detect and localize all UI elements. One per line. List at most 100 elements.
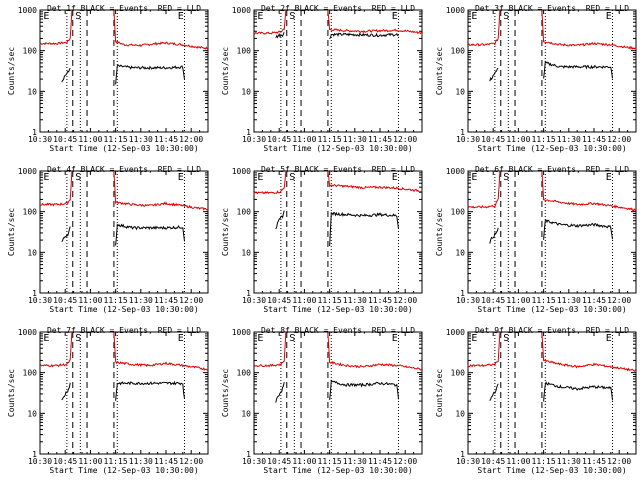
x-tick-label: 11:30 <box>557 457 581 466</box>
y-tick-label: 10 <box>241 87 251 96</box>
events-curve-pre <box>61 226 71 243</box>
x-tick-label: 10:45 <box>481 135 505 144</box>
events-curve-pre <box>61 67 71 83</box>
x-tick-label: 11:45 <box>582 296 606 305</box>
events-curve-pre <box>275 32 285 39</box>
x-tick-label: 11:15 <box>104 135 128 144</box>
interval-marker-s: S <box>503 333 509 344</box>
x-tick-label: 11:30 <box>129 457 153 466</box>
y-tick-label: 10 <box>455 248 465 257</box>
events-curve-post <box>543 380 613 402</box>
y-tick-label: 10 <box>27 248 37 257</box>
panel-det-6f: 10:30 10:45 11:00 11:15 11:30 11:45 12:00 1 10 10… <box>435 165 637 314</box>
interval-marker-e: E <box>43 333 49 344</box>
x-tick-label: 10:45 <box>267 135 291 144</box>
x-tick-label: 11:00 <box>78 135 102 144</box>
events-curve-pre <box>61 382 71 401</box>
panel-title: Det 7f BLACK = Events, RED = LLD <box>47 326 201 335</box>
x-axis-label: Start Time (12-Sep-03 10:30:00) <box>477 144 626 153</box>
x-axis-label: Start Time (12-Sep-03 10:30:00) <box>49 466 198 475</box>
x-tick-label: 11:15 <box>318 296 342 305</box>
panel-title: Det 3f BLACK = Events, RED = LLD <box>475 4 629 13</box>
events-curve-post <box>115 380 185 401</box>
x-tick-label: 11:00 <box>292 135 316 144</box>
y-tick-label: 1 <box>32 289 37 298</box>
y-tick-label: 1000 <box>232 167 251 176</box>
x-tick-label: 10:45 <box>53 296 77 305</box>
interval-marker-e: E <box>178 11 184 22</box>
panel-title: Det 4f BLACK = Events, RED = LLD <box>47 165 201 174</box>
x-tick-label: 11:45 <box>582 135 606 144</box>
x-tick-label: 12:00 <box>393 135 417 144</box>
y-tick-label: 10 <box>241 409 251 418</box>
y-tick-label: 1000 <box>446 167 465 176</box>
y-tick-label: 10 <box>27 409 37 418</box>
y-axis-label: Counts/sec <box>7 369 16 417</box>
interval-marker-s: S <box>75 172 81 183</box>
panel-title: Det 9f BLACK = Events, RED = LLD <box>475 326 629 335</box>
y-tick-label: 1 <box>460 450 465 459</box>
x-tick-label: 11:15 <box>532 457 556 466</box>
x-tick-label: 11:30 <box>129 135 153 144</box>
plot-frame <box>253 170 423 294</box>
lld-curve-pre <box>467 170 501 209</box>
interval-marker-e: E <box>257 333 263 344</box>
plot-frame <box>467 9 637 133</box>
events-curve-post <box>115 223 185 246</box>
y-tick-label: 100 <box>23 47 38 56</box>
lld-curve-pre <box>253 331 287 368</box>
panel-title: Det 8f BLACK = Events, RED = LLD <box>261 326 415 335</box>
panel-det-5f: 10:30 10:45 11:00 11:15 11:30 11:45 12:00 1 10 10… <box>221 165 423 314</box>
y-tick-label: 100 <box>237 208 252 217</box>
lld-curve-pre <box>253 170 287 195</box>
x-tick-label: 11:45 <box>368 296 392 305</box>
y-tick-label: 1 <box>460 128 465 137</box>
interval-marker-e: E <box>178 333 184 344</box>
interval-marker-e: E <box>606 11 612 22</box>
panel-det-8f: 10:30 10:45 11:00 11:15 11:30 11:45 12:00 1 10 10… <box>221 326 423 475</box>
x-tick-label: 10:30 <box>242 457 266 466</box>
lld-curve-post <box>327 332 423 371</box>
lld-curve-post <box>327 170 422 193</box>
x-axis-label: Start Time (12-Sep-03 10:30:00) <box>477 305 626 314</box>
y-axis-label: Counts/sec <box>7 208 16 256</box>
lld-curve-pre <box>39 10 73 46</box>
x-tick-label: 12:00 <box>179 135 203 144</box>
panel-det-4f: 10:30 10:45 11:00 11:15 11:30 11:45 12:00 1 10 10… <box>7 165 209 314</box>
y-tick-label: 10 <box>455 87 465 96</box>
y-tick-label: 10 <box>455 409 465 418</box>
y-tick-label: 1000 <box>446 6 465 15</box>
lld-curve-post <box>113 332 209 371</box>
interval-marker-e: E <box>471 11 477 22</box>
x-tick-label: 11:15 <box>104 457 128 466</box>
plot-frame <box>253 331 423 455</box>
panel-det-2f: 10:30 10:45 11:00 11:15 11:30 11:45 12:00 1 10 10… <box>221 4 423 153</box>
x-tick-label: 10:30 <box>456 457 480 466</box>
y-tick-label: 1000 <box>446 328 465 337</box>
x-tick-label: 11:30 <box>343 296 367 305</box>
interval-marker-e: E <box>392 333 398 344</box>
y-tick-label: 100 <box>23 208 38 217</box>
y-tick-label: 100 <box>237 47 252 56</box>
y-tick-label: 1 <box>246 289 251 298</box>
x-tick-label: 10:30 <box>28 457 52 466</box>
x-tick-label: 12:00 <box>607 296 631 305</box>
events-curve-pre <box>275 382 285 403</box>
x-tick-label: 11:45 <box>368 135 392 144</box>
lld-curve-post <box>113 170 209 211</box>
interval-marker-e: E <box>43 172 49 183</box>
panel-det-9f: 10:30 10:45 11:00 11:15 11:30 11:45 12:00 1 10 10… <box>435 326 637 475</box>
lld-curve-post <box>113 9 209 50</box>
lld-curve-pre <box>467 331 501 368</box>
lld-curve-pre <box>253 9 287 35</box>
x-tick-label: 11:00 <box>78 457 102 466</box>
events-curve-post <box>329 379 399 400</box>
events-curve-post <box>329 211 399 247</box>
x-tick-label: 11:00 <box>506 135 530 144</box>
lld-curve-pre <box>467 10 501 47</box>
y-tick-label: 10 <box>241 248 251 257</box>
y-axis-label: Counts/sec <box>221 208 230 256</box>
interval-marker-e: E <box>392 172 398 183</box>
y-tick-label: 1000 <box>232 6 251 15</box>
x-tick-label: 10:45 <box>481 457 505 466</box>
